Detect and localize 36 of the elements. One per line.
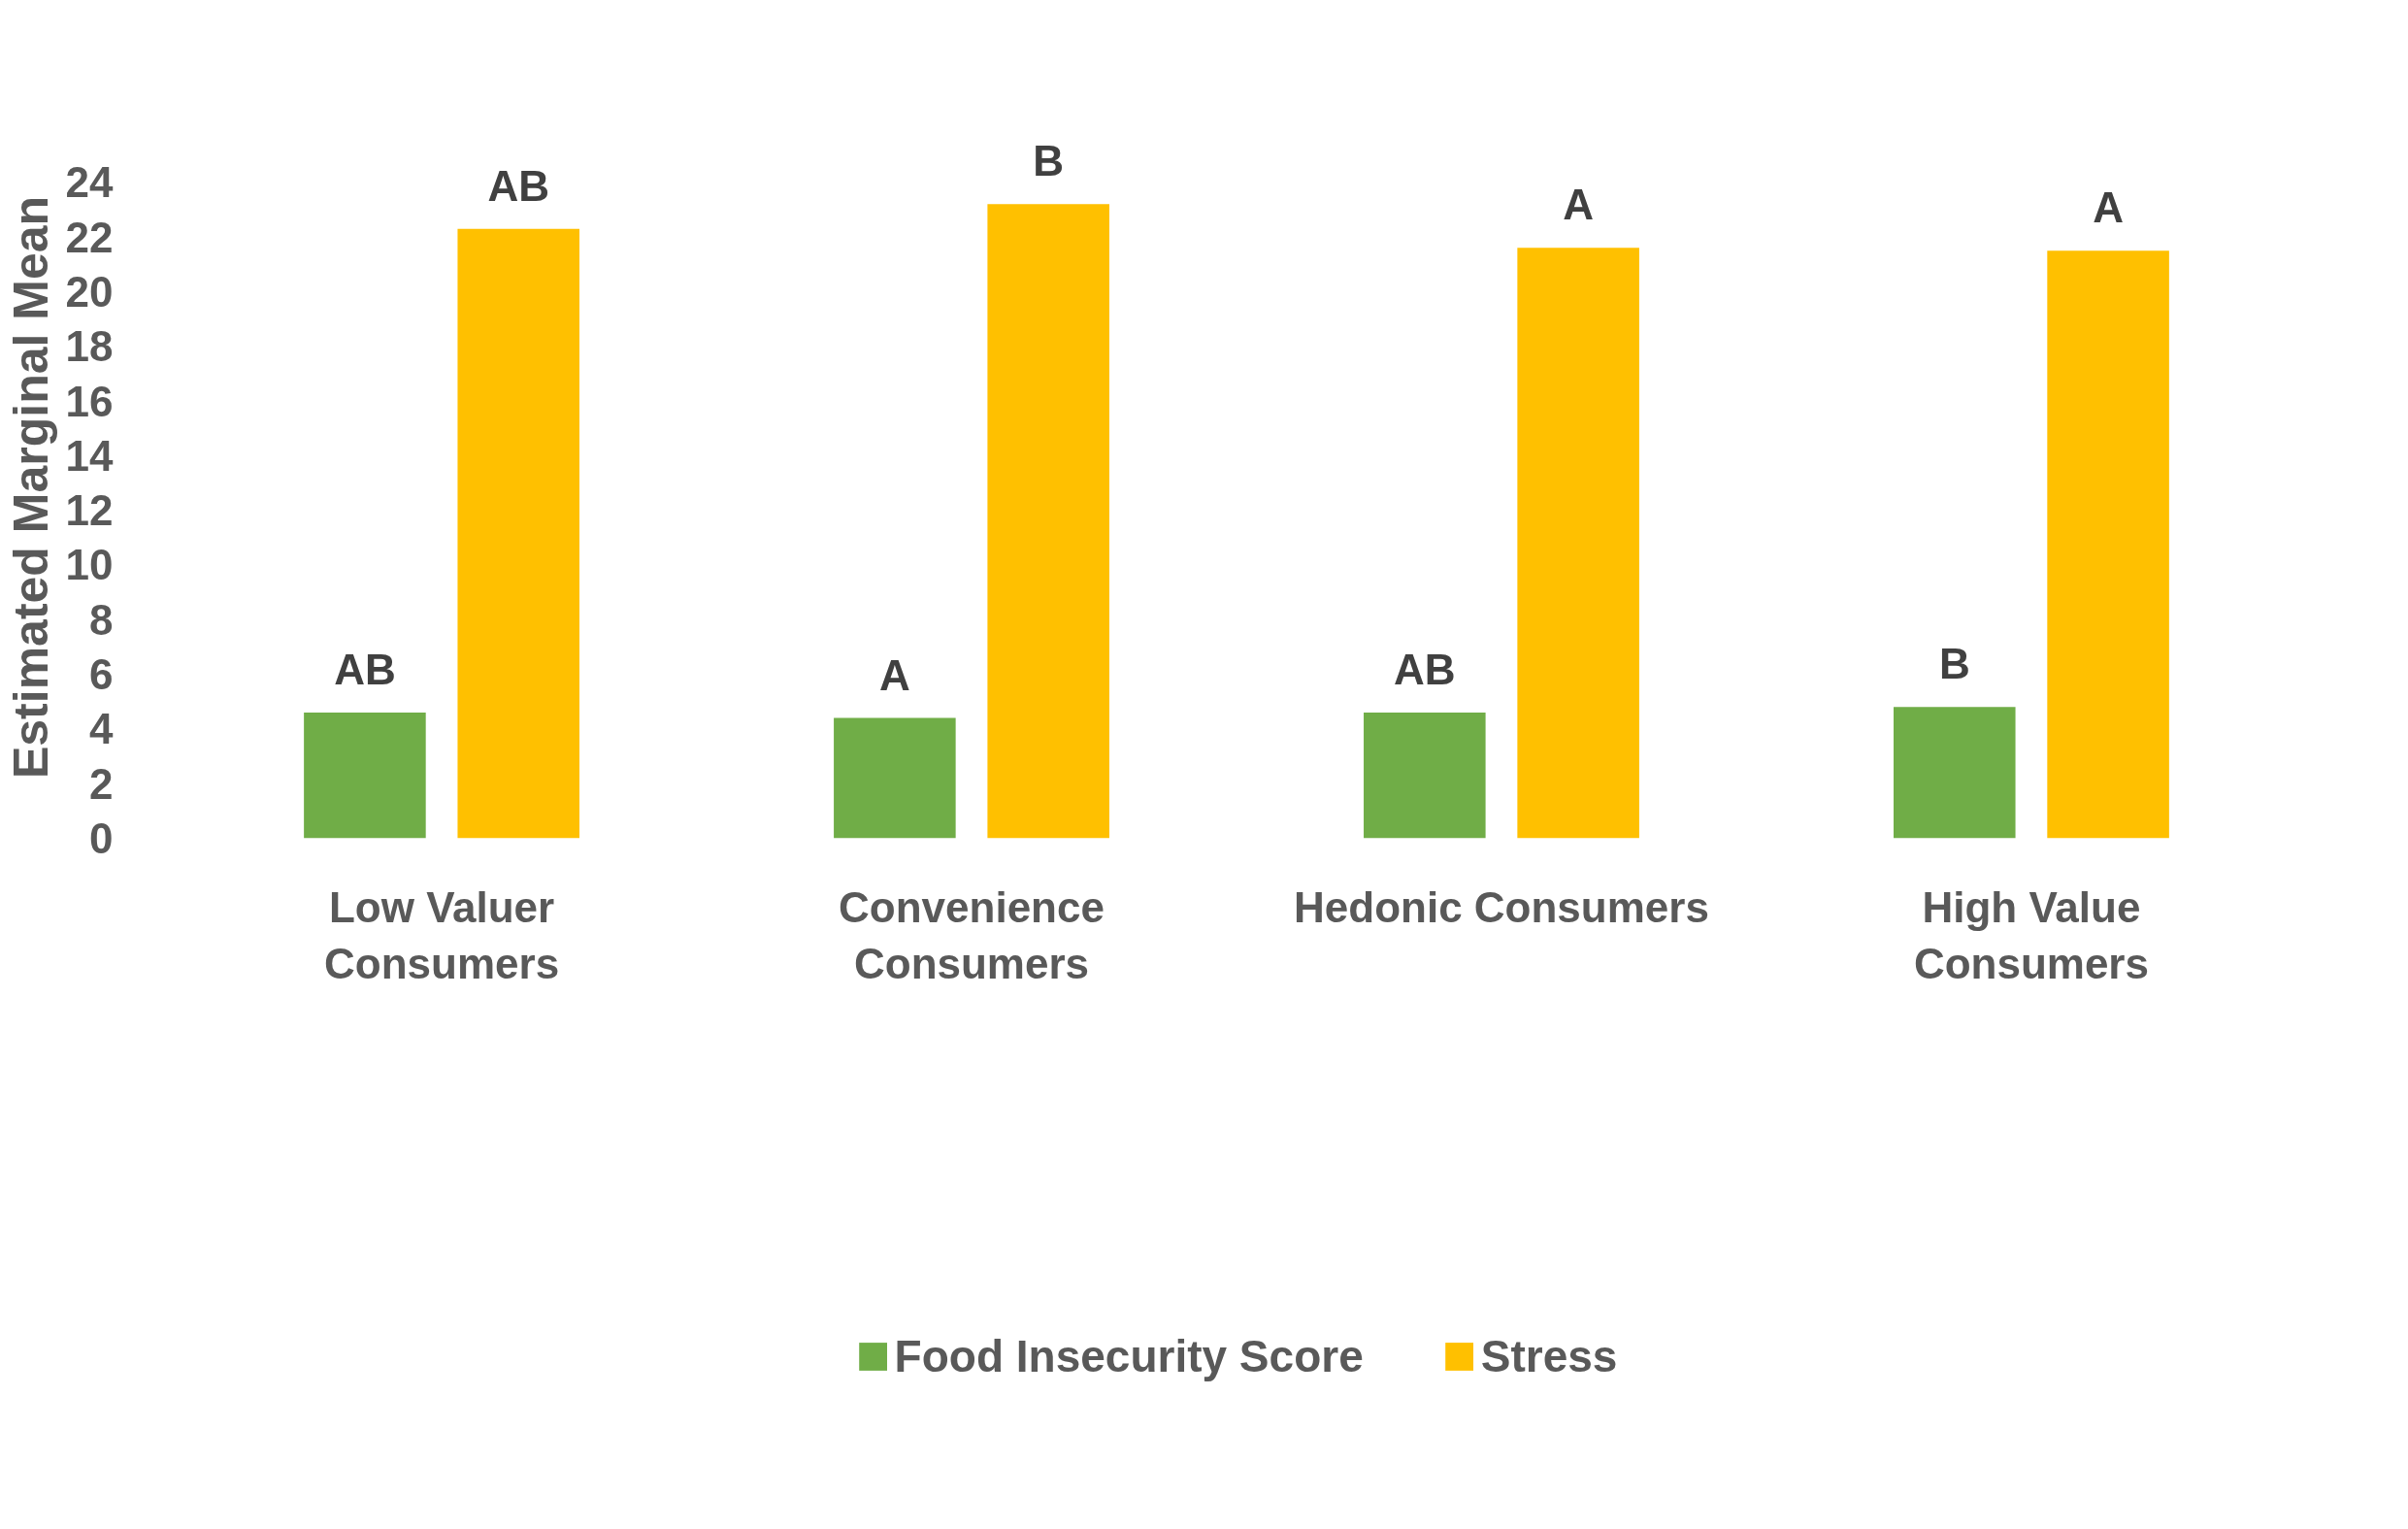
data-label: AB [1394, 645, 1456, 693]
data-label: B [1938, 640, 1970, 688]
y-tick-label: 16 [65, 377, 114, 425]
y-tick-label: 22 [65, 213, 114, 261]
data-label: B [1033, 137, 1065, 185]
bar [834, 717, 956, 839]
y-tick-label: 12 [65, 486, 114, 535]
legend-label: Stress [1480, 1329, 1618, 1382]
y-tick-label: 6 [89, 650, 114, 699]
x-tick-label: Convenience Consumers [839, 882, 1105, 988]
bar [457, 228, 580, 839]
y-tick-label: 18 [65, 322, 114, 371]
y-axis-title: Estimated Marginal Mean [3, 195, 58, 780]
data-label: AB [487, 161, 550, 210]
y-tick-label: 4 [89, 705, 115, 753]
bar [1893, 707, 2016, 839]
data-label: A [2093, 183, 2124, 232]
bar [987, 204, 1109, 839]
x-tick-label: Hedonic Consumers [1294, 882, 1709, 931]
x-tick-label: High Value Consumers [1913, 882, 2149, 988]
y-tick-label: 24 [65, 158, 115, 207]
data-label: A [1563, 181, 1595, 229]
x-tick-label: Low Valuer Consumers [324, 882, 560, 988]
y-tick-label: 10 [65, 541, 114, 589]
legend-label: Food Insecurity Score [894, 1329, 1364, 1382]
bar [2047, 250, 2169, 839]
bar [1517, 248, 1639, 839]
data-label: AB [334, 645, 396, 693]
data-label: A [878, 650, 910, 699]
y-tick-label: 2 [89, 759, 114, 808]
y-tick-label: 20 [65, 267, 114, 316]
bar [304, 712, 426, 839]
y-tick-label: 14 [65, 431, 115, 480]
y-tick-label: 8 [89, 595, 114, 644]
y-tick-label: 0 [89, 814, 114, 862]
bar [1364, 712, 1486, 839]
